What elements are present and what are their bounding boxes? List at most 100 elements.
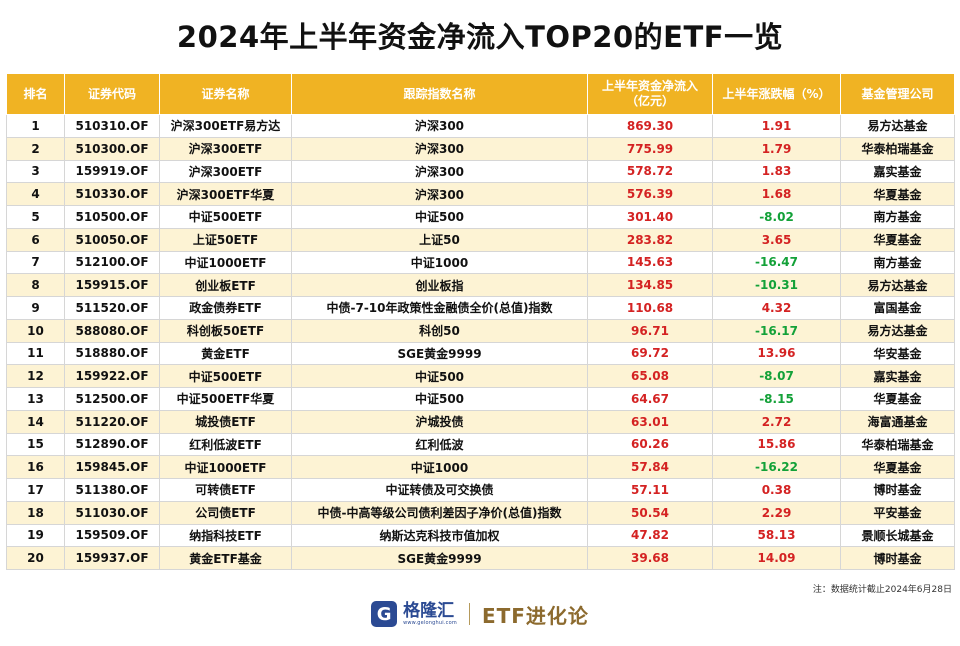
cell-code: 510310.OF xyxy=(64,114,160,138)
cell-inflow: 145.63 xyxy=(587,250,713,275)
footer-branding: G 格隆汇 www.gelonghui.com ETF进化论 xyxy=(0,596,960,632)
cell-name: 公司债ETF xyxy=(159,500,292,525)
cell-name: 政金债券ETF xyxy=(159,296,292,320)
cell-manager: 嘉实基金 xyxy=(840,364,955,388)
header-rank: 排名 xyxy=(6,73,65,115)
table-row: 2 510300.OF 沪深300ETF 沪深300 775.99 1.79 华泰柏瑞基金 xyxy=(6,136,955,161)
cell-index: 沪深300 xyxy=(291,136,588,161)
cell-code: 510300.OF xyxy=(64,136,160,161)
cell-inflow: 283.82 xyxy=(587,227,713,252)
cell-index: 中证500 xyxy=(291,387,588,411)
table-row: 16 159845.OF 中证1000ETF 中证1000 57.84 -16.22 华夏基… xyxy=(6,455,955,479)
cell-rank: 10 xyxy=(6,318,65,343)
cell-manager: 海富通基金 xyxy=(840,409,955,434)
cell-rank: 5 xyxy=(6,205,65,229)
header-change: 上半年涨跌幅（%） xyxy=(712,73,841,115)
table-row: 18 511030.OF 公司债ETF 中债-中高等级公司债利差因子净价(总值)指数 5… xyxy=(6,500,955,525)
cell-code: 511520.OF xyxy=(64,296,160,320)
cell-inflow: 775.99 xyxy=(587,136,713,161)
cell-name: 中证1000ETF xyxy=(159,250,292,275)
cell-name: 上证50ETF xyxy=(159,227,292,252)
cell-manager: 嘉实基金 xyxy=(840,159,955,184)
cell-inflow: 576.39 xyxy=(587,182,713,206)
cell-change: 0.38 xyxy=(712,478,841,502)
cell-change: 13.96 xyxy=(712,341,841,366)
column-name: ETF进化论 xyxy=(481,603,589,628)
table-row: 12 159922.OF 中证500ETF 中证500 65.08 -8.07 嘉实基金 xyxy=(6,364,955,388)
cell-index: 红利低波 xyxy=(291,432,588,457)
cell-inflow: 64.67 xyxy=(587,387,713,411)
table-row: 11 518880.OF 黄金ETF SGE黄金9999 69.72 13.96 华安基金 xyxy=(6,341,955,366)
cell-change: -16.47 xyxy=(712,250,841,275)
table-row: 1 510310.OF 沪深300ETF易方达 沪深300 869.30 1.91 易方达基… xyxy=(6,114,955,138)
cell-index: 中证1000 xyxy=(291,455,588,479)
cell-change: 1.91 xyxy=(712,114,841,138)
cell-inflow: 60.26 xyxy=(587,432,713,457)
cell-inflow: 47.82 xyxy=(587,523,713,548)
cell-name: 黄金ETF xyxy=(159,341,292,366)
cell-code: 511030.OF xyxy=(64,500,160,525)
cell-change: 4.32 xyxy=(712,296,841,320)
cell-code: 512500.OF xyxy=(64,387,160,411)
cell-name: 可转债ETF xyxy=(159,478,292,502)
cell-change: -16.22 xyxy=(712,455,841,479)
table-row: 6 510050.OF 上证50ETF 上证50 283.82 3.65 华夏基金 xyxy=(6,227,955,252)
cell-inflow: 69.72 xyxy=(587,341,713,366)
table-row: 4 510330.OF 沪深300ETF华夏 沪深300 576.39 1.68 华夏基金 xyxy=(6,182,955,206)
cell-manager: 南方基金 xyxy=(840,205,955,229)
cell-name: 城投债ETF xyxy=(159,409,292,434)
header-inflow: 上半年资金净流入 （亿元） xyxy=(587,73,713,115)
cell-index: 中证转债及可交换债 xyxy=(291,478,588,502)
cell-name: 红利低波ETF xyxy=(159,432,292,457)
cell-rank: 17 xyxy=(6,478,65,502)
cell-code: 512100.OF xyxy=(64,250,160,275)
cell-rank: 3 xyxy=(6,159,65,184)
cell-code: 159922.OF xyxy=(64,364,160,388)
table-header-row: 排名 证券代码 证券名称 跟踪指数名称 上半年资金净流入 （亿元） 上半年涨跌幅… xyxy=(6,73,955,115)
cell-inflow: 301.40 xyxy=(587,205,713,229)
gelonghui-logo-icon: G xyxy=(371,601,398,627)
cell-change: 58.13 xyxy=(712,523,841,548)
table-row: 3 159919.OF 沪深300ETF 沪深300 578.72 1.83 嘉实基金 xyxy=(6,159,955,184)
cell-name: 中证500ETF xyxy=(159,364,292,388)
table-row: 13 512500.OF 中证500ETF华夏 中证500 64.67 -8.15 华夏基金 xyxy=(6,387,955,411)
cell-name: 创业板ETF xyxy=(159,273,292,297)
cell-index: 沪深300 xyxy=(291,114,588,138)
cell-name: 纳指科技ETF xyxy=(159,523,292,548)
cell-change: 2.29 xyxy=(712,500,841,525)
cell-manager: 易方达基金 xyxy=(840,114,955,138)
table-row: 10 588080.OF 科创板50ETF 科创50 96.71 -16.17 易方达基金 xyxy=(6,318,955,343)
cell-index: 中证500 xyxy=(291,364,588,388)
cell-code: 159845.OF xyxy=(64,455,160,479)
cell-rank: 15 xyxy=(6,432,65,457)
cell-index: 上证50 xyxy=(291,227,588,252)
cell-rank: 9 xyxy=(6,296,65,320)
cell-index: SGE黄金9999 xyxy=(291,546,588,570)
cell-rank: 8 xyxy=(6,273,65,297)
table-row: 20 159937.OF 黄金ETF基金 SGE黄金9999 39.68 14.09 博时基… xyxy=(6,546,955,570)
cell-manager: 华夏基金 xyxy=(840,182,955,206)
cell-inflow: 57.84 xyxy=(587,455,713,479)
cell-change: 2.72 xyxy=(712,409,841,434)
table-row: 14 511220.OF 城投债ETF 沪城投债 63.01 2.72 海富通基金 xyxy=(6,409,955,434)
header-name: 证券名称 xyxy=(159,73,292,115)
data-note: 注：数据统计截止2024年6月28日 xyxy=(812,585,952,595)
cell-manager: 华夏基金 xyxy=(840,387,955,411)
logo-block: 格隆汇 www.gelonghui.com xyxy=(403,602,457,626)
table-row: 5 510500.OF 中证500ETF 中证500 301.40 -8.02 南方基金 xyxy=(6,205,955,229)
cell-code: 510050.OF xyxy=(64,227,160,252)
cell-rank: 19 xyxy=(6,523,65,548)
cell-change: -8.02 xyxy=(712,205,841,229)
table-row: 9 511520.OF 政金债券ETF 中债-7-10年政策性金融债全价(总值)指数 1… xyxy=(6,296,955,320)
cell-change: 1.79 xyxy=(712,136,841,161)
cell-code: 159919.OF xyxy=(64,159,160,184)
header-manager: 基金管理公司 xyxy=(840,73,955,115)
cell-rank: 13 xyxy=(6,387,65,411)
cell-manager: 平安基金 xyxy=(840,500,955,525)
cell-code: 512890.OF xyxy=(64,432,160,457)
cell-change: -16.17 xyxy=(712,318,841,343)
cell-change: 1.83 xyxy=(712,159,841,184)
cell-rank: 18 xyxy=(6,500,65,525)
cell-inflow: 39.68 xyxy=(587,546,713,570)
cell-name: 沪深300ETF xyxy=(159,159,292,184)
